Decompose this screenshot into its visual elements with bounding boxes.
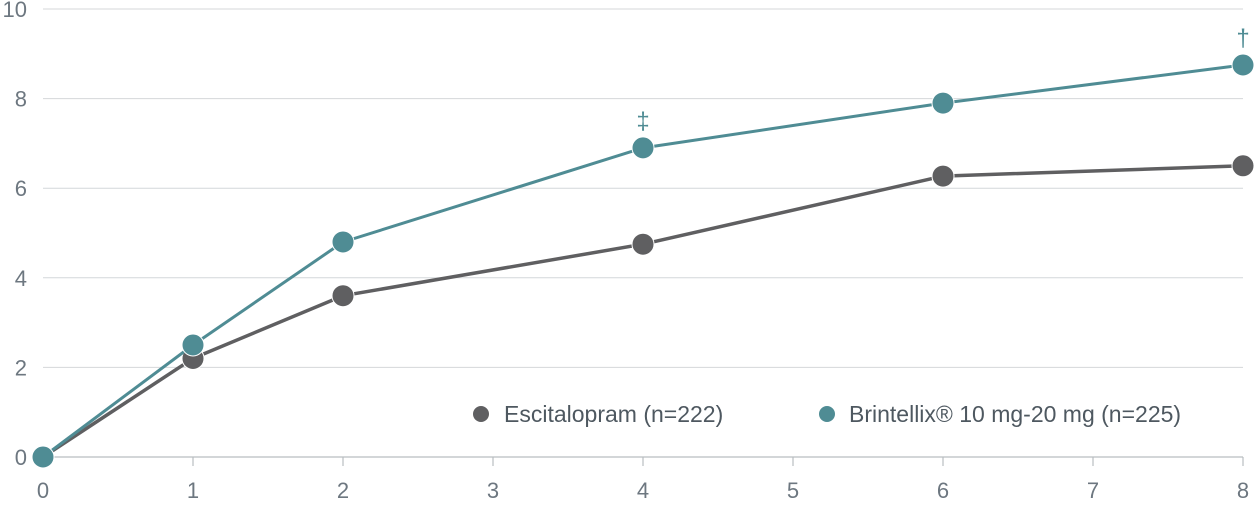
data-point bbox=[331, 284, 355, 308]
data-point bbox=[331, 230, 355, 254]
x-tick-label: 7 bbox=[1087, 478, 1099, 503]
x-tick-label: 6 bbox=[937, 478, 949, 503]
data-point bbox=[31, 445, 55, 469]
data-point bbox=[1231, 154, 1255, 178]
y-tick-label: 2 bbox=[15, 355, 27, 380]
data-point bbox=[631, 232, 655, 256]
legend-label: Escitalopram (n=222) bbox=[504, 401, 723, 427]
series-brintellix bbox=[31, 53, 1255, 469]
x-tick-label: 8 bbox=[1237, 478, 1249, 503]
y-tick-label: 8 bbox=[15, 87, 27, 112]
x-tick-label: 1 bbox=[187, 478, 199, 503]
y-tick-label: 10 bbox=[3, 0, 27, 22]
legend-marker bbox=[473, 406, 489, 422]
data-point bbox=[931, 164, 955, 188]
legend-label: Brintellix® 10 mg-20 mg (n=225) bbox=[849, 401, 1181, 427]
series-line bbox=[42, 164, 1244, 459]
y-tick-label: 6 bbox=[15, 176, 27, 201]
series-line bbox=[42, 63, 1244, 459]
data-point bbox=[181, 333, 205, 357]
x-tick-label: 4 bbox=[637, 478, 649, 503]
x-tick-label: 2 bbox=[337, 478, 349, 503]
legend-marker bbox=[819, 406, 835, 422]
significance-marker: † bbox=[1236, 25, 1249, 52]
data-point bbox=[631, 136, 655, 160]
grid-lines bbox=[43, 8, 1243, 368]
y-tick-label: 4 bbox=[15, 266, 27, 291]
significance-marker: ‡ bbox=[636, 108, 649, 135]
annotations: ‡† bbox=[636, 25, 1249, 135]
x-tick-label: 0 bbox=[37, 478, 49, 503]
x-tick-label: 5 bbox=[787, 478, 799, 503]
legend: Escitalopram (n=222) Brintellix® 10 mg-20… bbox=[473, 401, 1181, 427]
data-point bbox=[931, 91, 955, 115]
y-tick-label: 0 bbox=[15, 445, 27, 470]
data-point bbox=[1231, 53, 1255, 77]
x-tick-label: 3 bbox=[487, 478, 499, 503]
axes: 0 2 4 6 8 10 0 1 2 3 4 5 6 7 8 bbox=[3, 0, 1250, 503]
series-group bbox=[31, 53, 1255, 469]
